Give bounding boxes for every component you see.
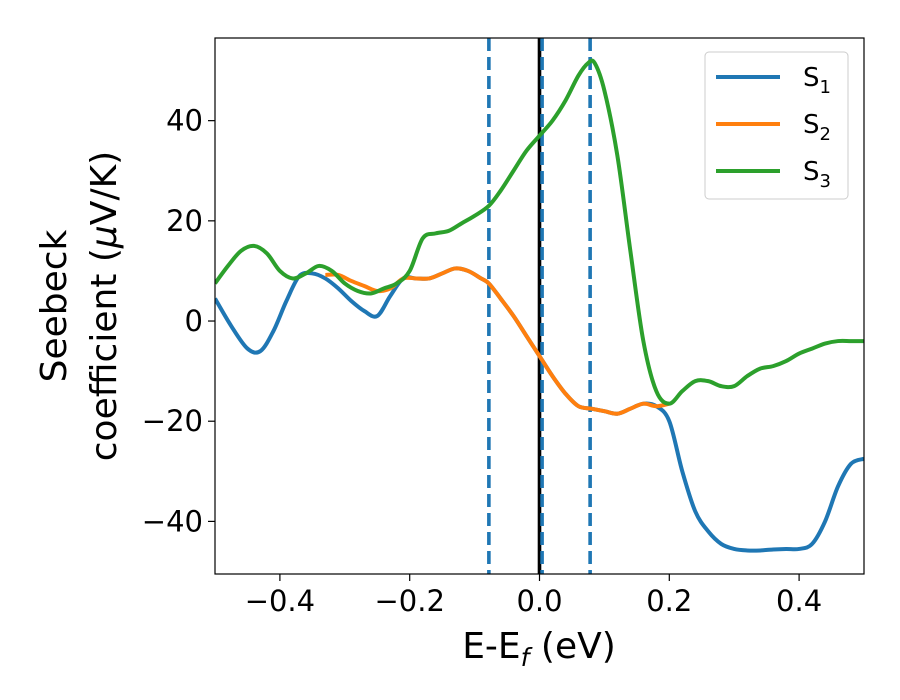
y-axis-label-line1: Seebeck	[34, 229, 75, 382]
plot-area	[215, 38, 864, 574]
y-axis-label-suffix: V/K)	[84, 151, 125, 225]
y-axis-label-line2: coefficient (μV/K)	[84, 151, 125, 461]
y-tick-label-3: 0	[185, 304, 203, 338]
reference-lines	[487, 38, 592, 574]
y-tick-label-4: 20	[166, 204, 203, 238]
legend-label-s1: S1	[803, 63, 831, 98]
x-tick-label-2: −0.2	[374, 584, 444, 618]
x-axis-label-unit: (eV)	[529, 626, 615, 667]
series-line-s3	[215, 58, 864, 406]
legend: S1 S2 S3	[704, 51, 849, 200]
x-axis-label: E-Ef (eV)	[462, 626, 616, 672]
x-axis-ticks: −0.4 −0.2 0.0 0.2 0.4	[245, 574, 822, 618]
series-lines	[215, 58, 864, 553]
y-axis-ticks: −40 −20 0 20 40	[142, 104, 215, 538]
legend-label-s3: S3	[803, 157, 831, 192]
y-axis-label-prefix: coefficient (	[84, 248, 125, 461]
x-tick-label-5: 0.4	[776, 584, 822, 618]
y-tick-label-2: −20	[142, 404, 203, 438]
x-tick-label-1: −0.4	[245, 584, 315, 618]
x-tick-label-4: 0.2	[646, 584, 692, 618]
y-tick-label-5: 40	[166, 104, 203, 138]
y-axis-label-mu: μ	[84, 225, 125, 249]
x-axis-label-main: E-E	[462, 626, 520, 667]
legend-label-s2: S2	[803, 110, 831, 145]
x-tick-label-3: 0.0	[516, 584, 562, 618]
series-line-s2	[325, 266, 670, 416]
y-tick-label-1: −40	[142, 504, 203, 538]
